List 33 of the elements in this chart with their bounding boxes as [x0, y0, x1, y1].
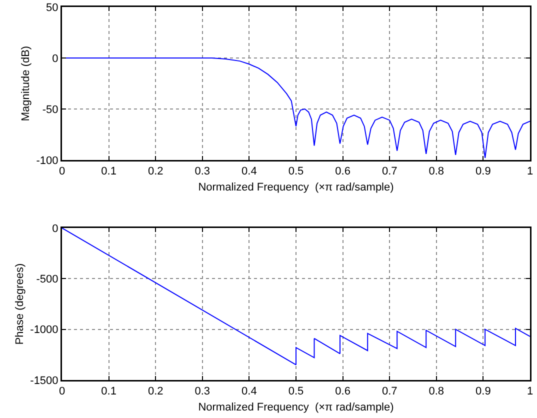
y-axis-title: Phase (degrees): [14, 263, 26, 345]
x-axis-title: Normalized Frequency (×π rad/sample): [198, 182, 394, 194]
x-tick-label: 0.9: [476, 386, 491, 398]
x-tick-label: 1: [526, 386, 534, 398]
x-tick-label: 0.5: [288, 386, 304, 398]
x-axis-title: Normalized Frequency (×π rad/sample): [198, 402, 394, 414]
x-tick-label: 0.7: [382, 386, 398, 398]
x-tick-label: 0.7: [382, 166, 398, 178]
x-tick-label: 0.1: [101, 166, 116, 178]
y-tick-label: 0: [52, 52, 58, 65]
x-tick-label: 0.5: [288, 166, 304, 178]
x-tick-label: 0.1: [101, 386, 116, 398]
x-tick-label: 0.4: [242, 386, 257, 398]
x-tick-label: 0.6: [335, 386, 350, 398]
x-tick-label: 0.3: [194, 386, 210, 398]
x-tick-label: 0.2: [148, 386, 164, 398]
x-tick-label: 0.8: [428, 386, 444, 398]
y-tick-label: -100: [36, 154, 58, 167]
y-tick-label: -500: [36, 274, 58, 286]
y-tick-label: 50: [46, 2, 58, 14]
y-axis-title: Magnitude (dB): [20, 46, 32, 122]
x-tick-label: 0.2: [148, 166, 164, 178]
y-tick-label: -1500: [30, 374, 58, 387]
y-tick-label: -50: [42, 104, 58, 116]
x-tick-label: 0.8: [428, 166, 444, 178]
x-tick-label: 0.3: [194, 166, 210, 178]
x-tick-label: 0.4: [242, 166, 257, 178]
x-tick-label: 0.6: [335, 166, 350, 178]
x-tick-label: 0.9: [476, 166, 491, 178]
y-tick-label: -1000: [30, 324, 58, 336]
x-tick-label: 1: [526, 166, 534, 178]
y-tick-label: 0: [52, 222, 58, 235]
line-series: [62, 228, 530, 366]
